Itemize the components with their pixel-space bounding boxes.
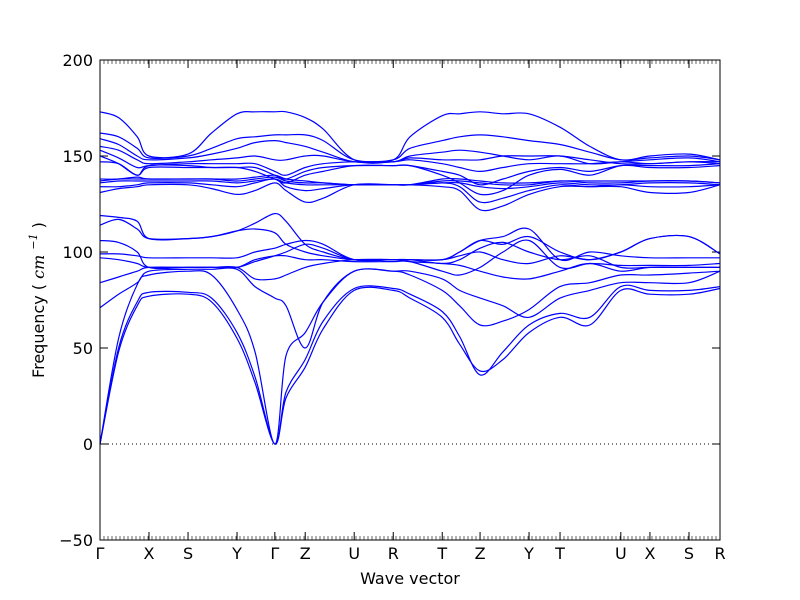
band-line [99,239,721,276]
x-tick-label: Z [475,544,486,563]
y-tick-label: 200 [62,51,93,70]
y-axis-label-open-paren: ( [29,284,48,290]
y-axis-label-close-paren: ) [29,222,48,228]
ticks-layer [99,59,721,541]
x-tick-label: T [436,544,447,563]
band-line [99,284,721,445]
x-tick-label: U [348,544,360,563]
y-axis-label: Frequency ( cm −1 ) [22,222,48,378]
band-line [99,286,721,445]
x-tick-label: X [644,544,655,563]
x-tick-label: Γ [270,544,279,563]
band-line [99,214,721,265]
band-line [99,132,721,163]
band-line [99,155,721,186]
y-tick-label: −50 [59,531,93,550]
y-axis-label-unit: cm [29,255,48,279]
x-tick-label: S [183,544,193,563]
y-tick-label: 50 [73,339,93,358]
x-tick-label: T [554,544,565,563]
y-tick-labels: −50 0 50 100 150 200 [59,51,93,550]
y-tick-label: 0 [83,435,93,454]
x-tick-label: Z [300,544,311,563]
x-tick-label: Y [523,544,534,563]
x-tick-label: R [714,544,725,563]
band-line [99,267,721,349]
y-tick-label: 150 [62,147,93,166]
x-axis-label: Wave vector [360,569,460,588]
y-axis-label-text: Frequency [29,295,48,378]
x-tick-label: R [388,544,399,563]
y-tick-label: 100 [62,243,93,262]
band-lines [99,110,721,445]
x-tick-label: Y [231,544,242,563]
band-line [99,174,721,186]
band-line [99,110,721,164]
y-axis-label-exponent: −1 [27,233,40,249]
x-tick-label: X [143,544,154,563]
x-tick-label: U [615,544,627,563]
plot-area-frame [99,59,721,541]
x-tick-label: Γ [96,544,105,563]
x-tick-label: S [684,544,694,563]
